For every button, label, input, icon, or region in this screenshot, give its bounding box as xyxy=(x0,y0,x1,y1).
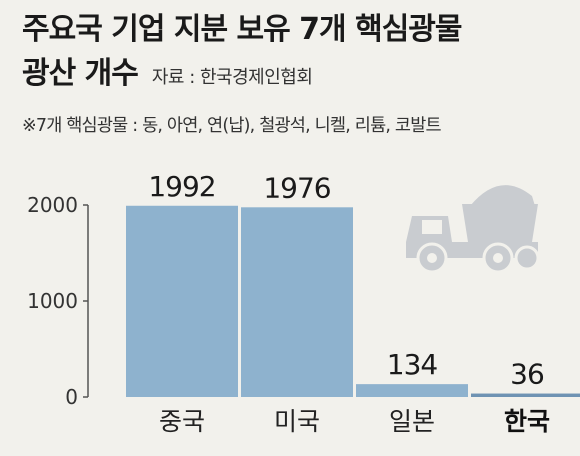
bar-3 xyxy=(356,384,468,397)
y-tick-label: 2000 xyxy=(27,193,78,217)
bar-1 xyxy=(126,205,238,397)
value-labels: 1992 1976 134 36 xyxy=(148,170,545,391)
value-label: 36 xyxy=(510,358,544,391)
category-label: 한국 xyxy=(504,407,550,436)
title-line-2: 광산 개수 xyxy=(22,56,139,91)
bars xyxy=(126,205,580,397)
category-label: 중국 xyxy=(159,407,205,436)
y-axis: 0 1000 2000 xyxy=(27,193,89,409)
category-labels: 중국 미국 일본 한국 xyxy=(159,407,550,436)
value-label: 1992 xyxy=(148,170,215,203)
dump-truck-icon xyxy=(406,185,540,274)
title-line-1: 주요국 기업 지분 보유 7개 핵심광물 xyxy=(22,12,463,47)
y-tick-label: 0 xyxy=(65,385,78,409)
category-label: 일본 xyxy=(389,407,435,436)
source-label: 자료 : 한국경제인협회 xyxy=(151,67,313,88)
value-label: 134 xyxy=(387,348,438,381)
bar-4 xyxy=(471,393,580,397)
chart-title: 주요국 기업 지분 보유 7개 핵심광물 광산 개수 자료 : 한국경제인협회 xyxy=(22,8,562,100)
value-label: 1976 xyxy=(263,171,330,204)
y-tick-label: 1000 xyxy=(27,289,78,313)
category-label: 미국 xyxy=(274,407,320,436)
bar-2 xyxy=(241,207,353,397)
footnote: ※7개 핵심광물 : 동, 아연, 연(납), 철광석, 니켈, 리튬, 코발트 xyxy=(22,116,442,136)
